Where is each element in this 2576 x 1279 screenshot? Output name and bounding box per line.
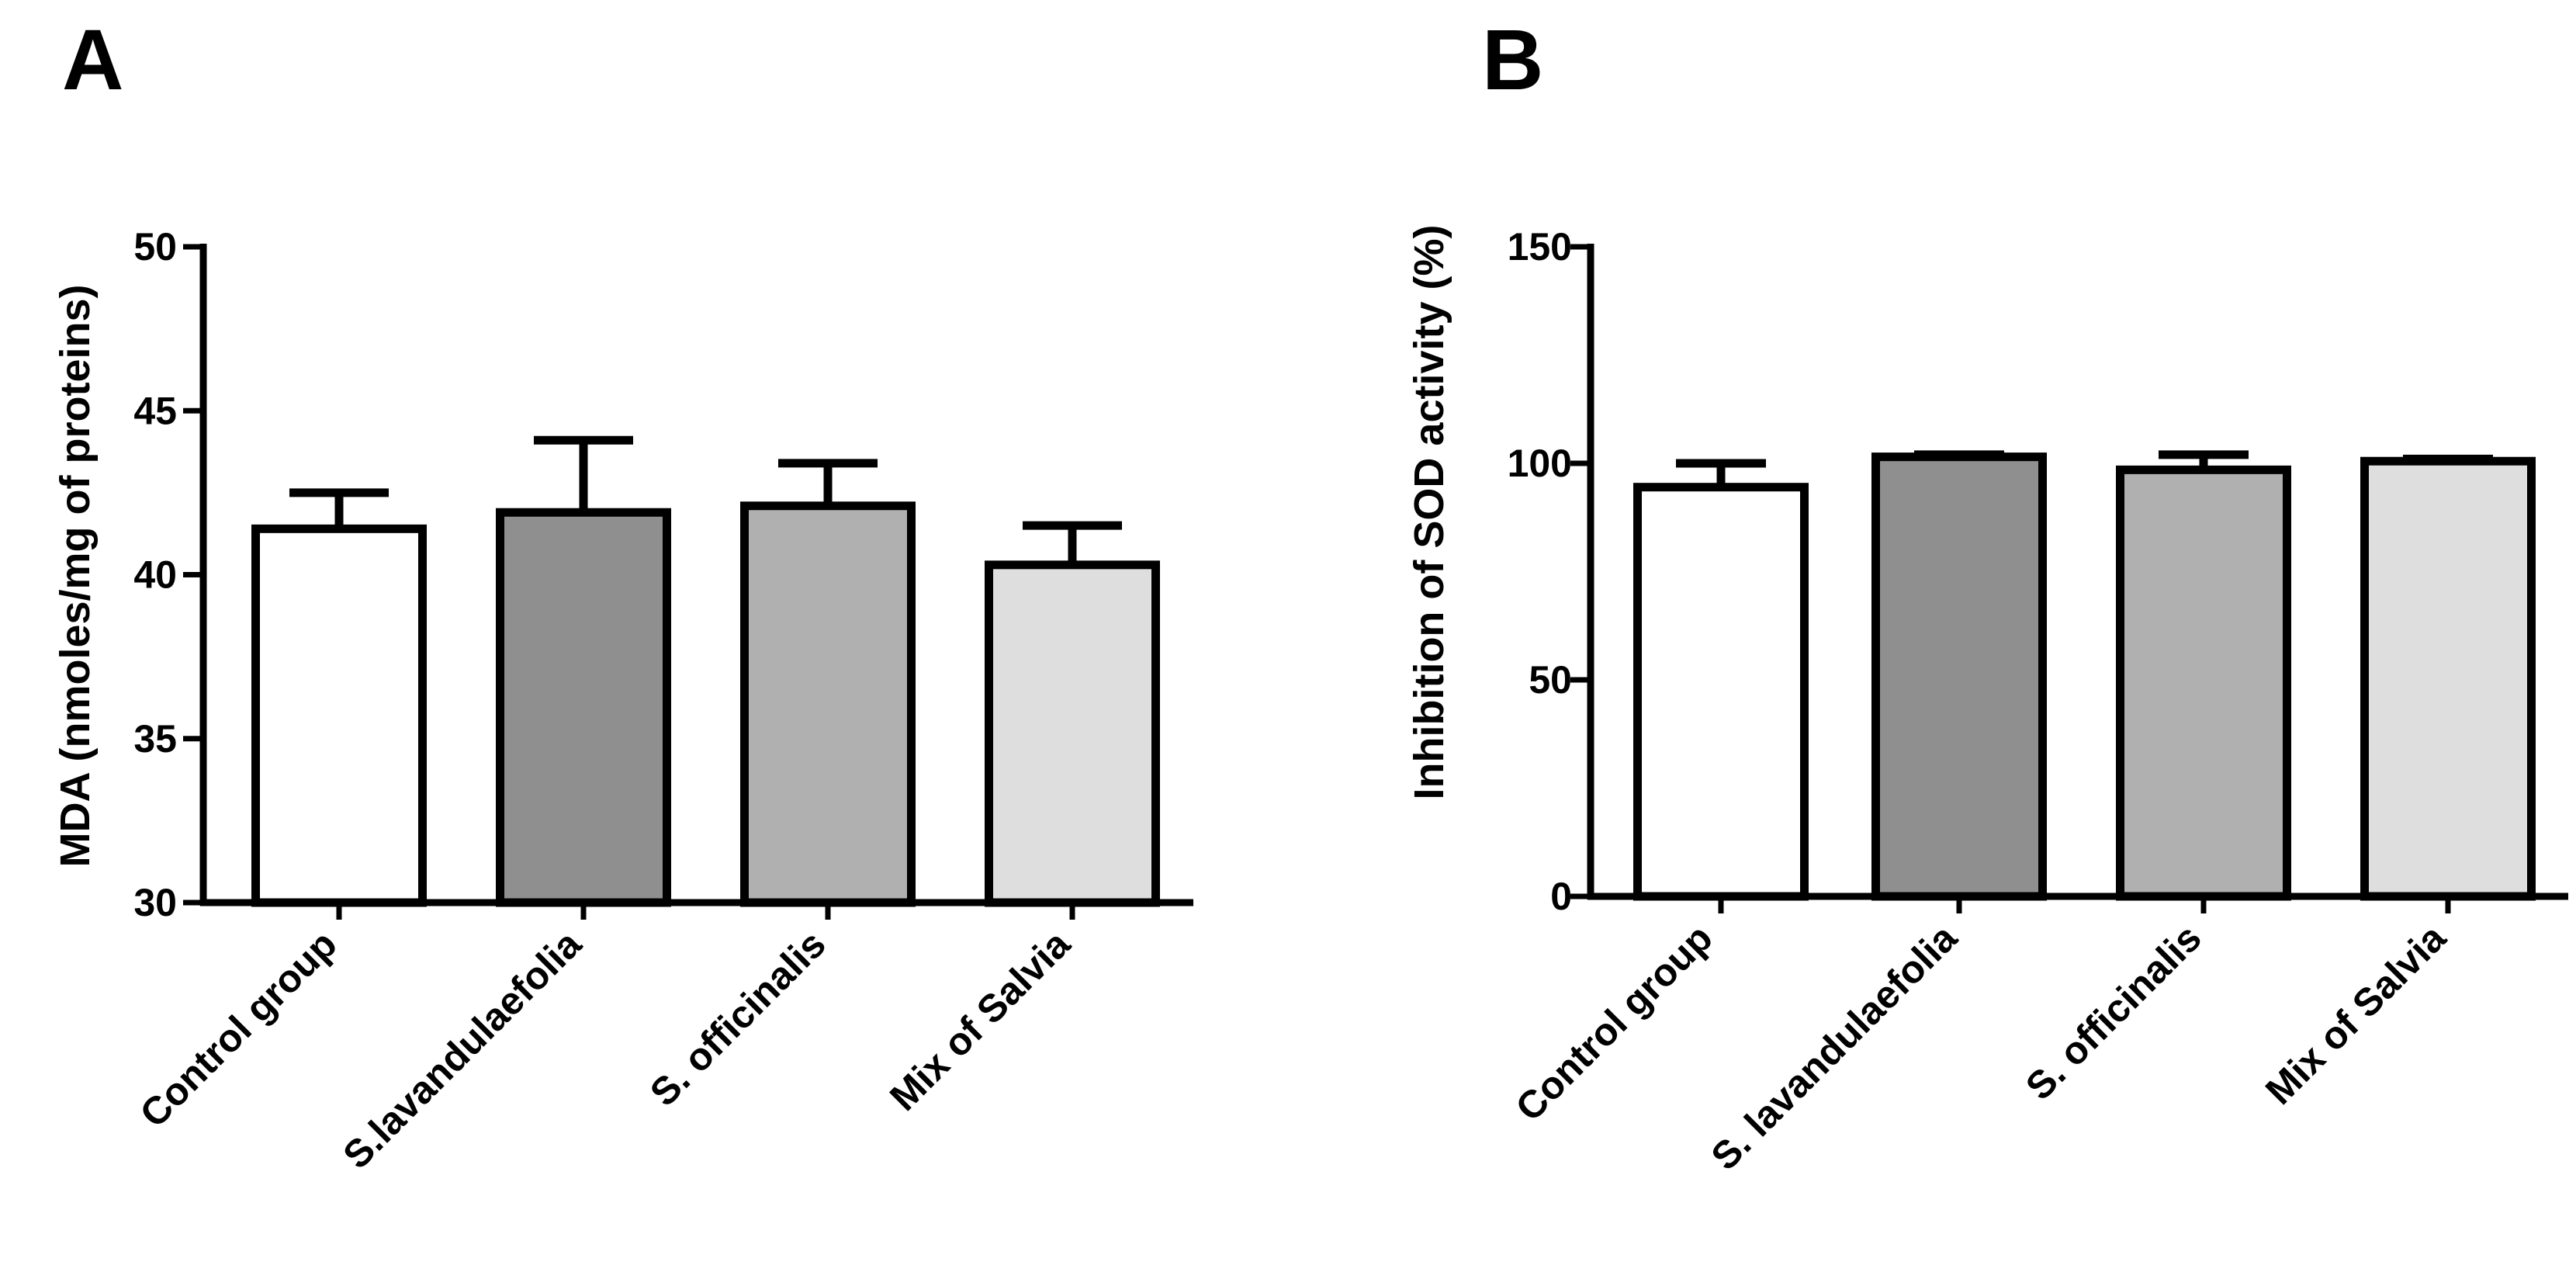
panel-a-y-tick-label: 50	[133, 225, 177, 269]
panel-a-y-tick-label: 30	[133, 881, 177, 924]
panel-b-category-label: S. lavandulaefolia	[1703, 915, 1966, 1178]
panel-a-bar	[251, 524, 427, 907]
panel-a: A MDA (nmoles/mg of proteins) 30 35 40 45 50…	[52, 12, 1193, 1177]
panel-a-category-label: S.lavandulaefolia	[334, 921, 590, 1177]
panel-b-bar	[2116, 465, 2291, 901]
panel-b-y-tick-label: 50	[1529, 658, 1572, 702]
panel-b-bar	[1633, 483, 1809, 901]
panel-a-letter: A	[62, 12, 123, 108]
panel-b-category-label: Control group	[1508, 916, 1721, 1129]
panel-b-category-label: S. officinalis	[2017, 916, 2210, 1108]
panel-a-y-tick-label: 40	[133, 553, 177, 597]
panel-a-plot-area: 30 35 40 45 50	[133, 225, 1193, 924]
panel-a-category-label: S. officinalis	[642, 922, 834, 1114]
panel-b-letter: B	[1482, 12, 1543, 108]
panel-b-y-tick-label: 100	[1508, 442, 1572, 485]
panel-a-category-label: Control group	[132, 922, 345, 1135]
panel-b: B Inhibition of SOD activity (%) 0 50 100 1…	[1406, 12, 2568, 1178]
panel-b-y-tick-label: 0	[1550, 875, 1572, 918]
panel-b-y-tick-label: 150	[1508, 225, 1572, 269]
panel-b-category-label: Mix of Salvia	[2257, 915, 2455, 1113]
panel-a-bar	[740, 501, 916, 907]
panel-b-y-axis-title: Inhibition of SOD activity (%)	[1406, 225, 1452, 800]
panel-a-y-tick-label: 45	[133, 389, 177, 432]
panel-b-bar	[2360, 456, 2536, 901]
panel-b-bar	[1871, 452, 2047, 901]
panel-a-y-axis-title: MDA (nmoles/mg of proteins)	[52, 285, 99, 868]
panel-a-category-label: Mix of Salvia	[881, 921, 1079, 1119]
panel-b-plot-area: 0 50 100 150	[1508, 225, 2568, 918]
panel-a-bar	[496, 508, 671, 907]
panel-a-bar	[985, 560, 1160, 907]
panel-a-y-tick-label: 35	[133, 717, 177, 761]
